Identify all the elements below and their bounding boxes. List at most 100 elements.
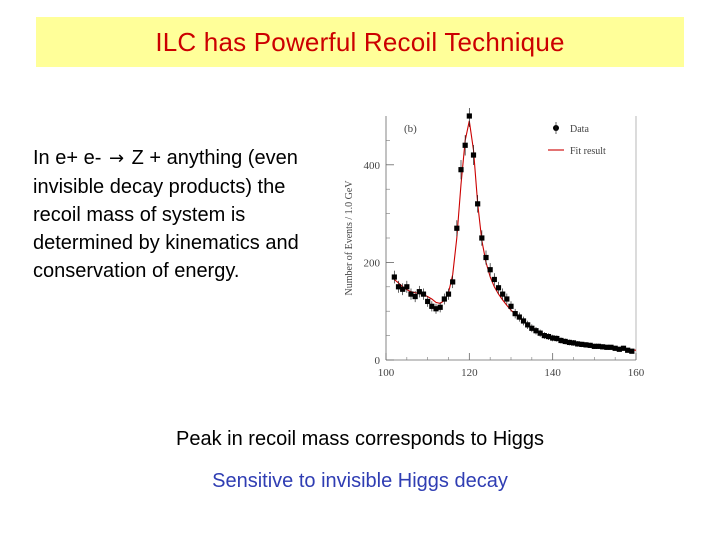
data-marker [516,314,522,320]
data-marker [525,322,531,328]
data-point [562,338,568,345]
data-marker [566,339,572,346]
data-point [429,301,435,312]
data-point [408,288,414,300]
data-marker [395,284,402,290]
title-banner: ILC has Powerful Recoil Technique [36,17,684,67]
data-point [587,342,593,349]
data-point [487,263,493,277]
data-marker [391,274,397,280]
data-point [591,343,597,349]
data-marker [558,337,564,344]
data-point [608,344,614,350]
x-tick-label: 140 [544,367,561,379]
data-point [425,296,431,307]
data-marker [520,318,527,324]
body-text: In e+ e- → Z + anything (even invisible … [33,144,333,285]
data-point [504,293,510,305]
data-marker [416,289,422,295]
data-point [483,250,489,265]
data-point [620,345,627,351]
data-marker [420,291,427,297]
data-marker [541,333,547,339]
caption-sensitive: Sensitive to invisible Higgs decay [212,470,508,492]
data-marker [404,284,410,290]
data-marker [475,201,481,207]
data-marker [487,267,493,273]
data-point [566,339,572,346]
data-point [520,316,527,326]
data-point [450,275,456,289]
data-point [537,329,543,337]
right-arrow-icon: → [108,148,125,169]
data-marker [545,333,552,340]
y-tick-label: 400 [364,160,381,172]
x-tick-label: 160 [628,367,645,379]
data-point [579,341,585,348]
caption-peak: Peak in recoil mass corresponds to Higgs [176,428,544,450]
data-point [525,320,531,330]
y-tick-label: 0 [375,355,381,367]
data-marker [504,296,510,302]
data-point [512,308,518,319]
data-marker [620,345,627,351]
data-marker [550,335,556,341]
data-point [629,348,635,354]
data-point [570,340,577,346]
body-line1-before: In e+ e- [33,147,102,169]
data-point [458,160,464,180]
data-marker [445,291,452,297]
data-marker [579,341,585,347]
data-marker [616,346,622,352]
data-marker [412,293,418,300]
data-marker [450,279,456,285]
data-marker [587,342,593,348]
data-point [433,303,439,314]
data-point [554,335,560,342]
data-marker [483,254,489,261]
data-point [616,346,622,352]
data-point [600,344,606,350]
data-marker [583,342,589,348]
data-point [516,312,522,322]
y-axis-label: Number of Events / 1.0 GeV [344,180,355,296]
data-point [529,324,535,333]
data-point [558,337,564,344]
data-point [575,341,581,347]
data-point [491,273,497,286]
data-marker [429,303,435,309]
data-marker [570,340,577,346]
data-marker [554,335,560,342]
data-point [420,288,427,300]
data-point [479,230,485,246]
legend-data-label: Data [570,124,589,135]
data-point [550,334,556,342]
data-point [495,281,502,294]
data-point [500,288,506,300]
data-point [395,280,402,293]
data-point [416,285,422,298]
data-point [400,283,406,296]
data-marker [591,343,597,349]
data-marker [608,344,614,350]
data-point [595,343,602,349]
data-point [604,344,610,350]
data-point [466,108,472,127]
data-marker [425,298,431,305]
panel-label: (b) [404,123,417,135]
data-point [412,290,418,303]
data-point [437,302,443,313]
data-point [508,301,514,312]
data-point [475,195,481,213]
data-marker [595,343,602,349]
data-marker [458,167,464,173]
data-marker [491,276,497,283]
data-marker [512,311,518,317]
data-marker [495,285,502,291]
data-point [541,332,547,340]
data-point [441,293,447,305]
data-marker [408,291,414,297]
data-marker [479,235,485,241]
data-marker [533,328,539,334]
data-marker [612,345,618,351]
